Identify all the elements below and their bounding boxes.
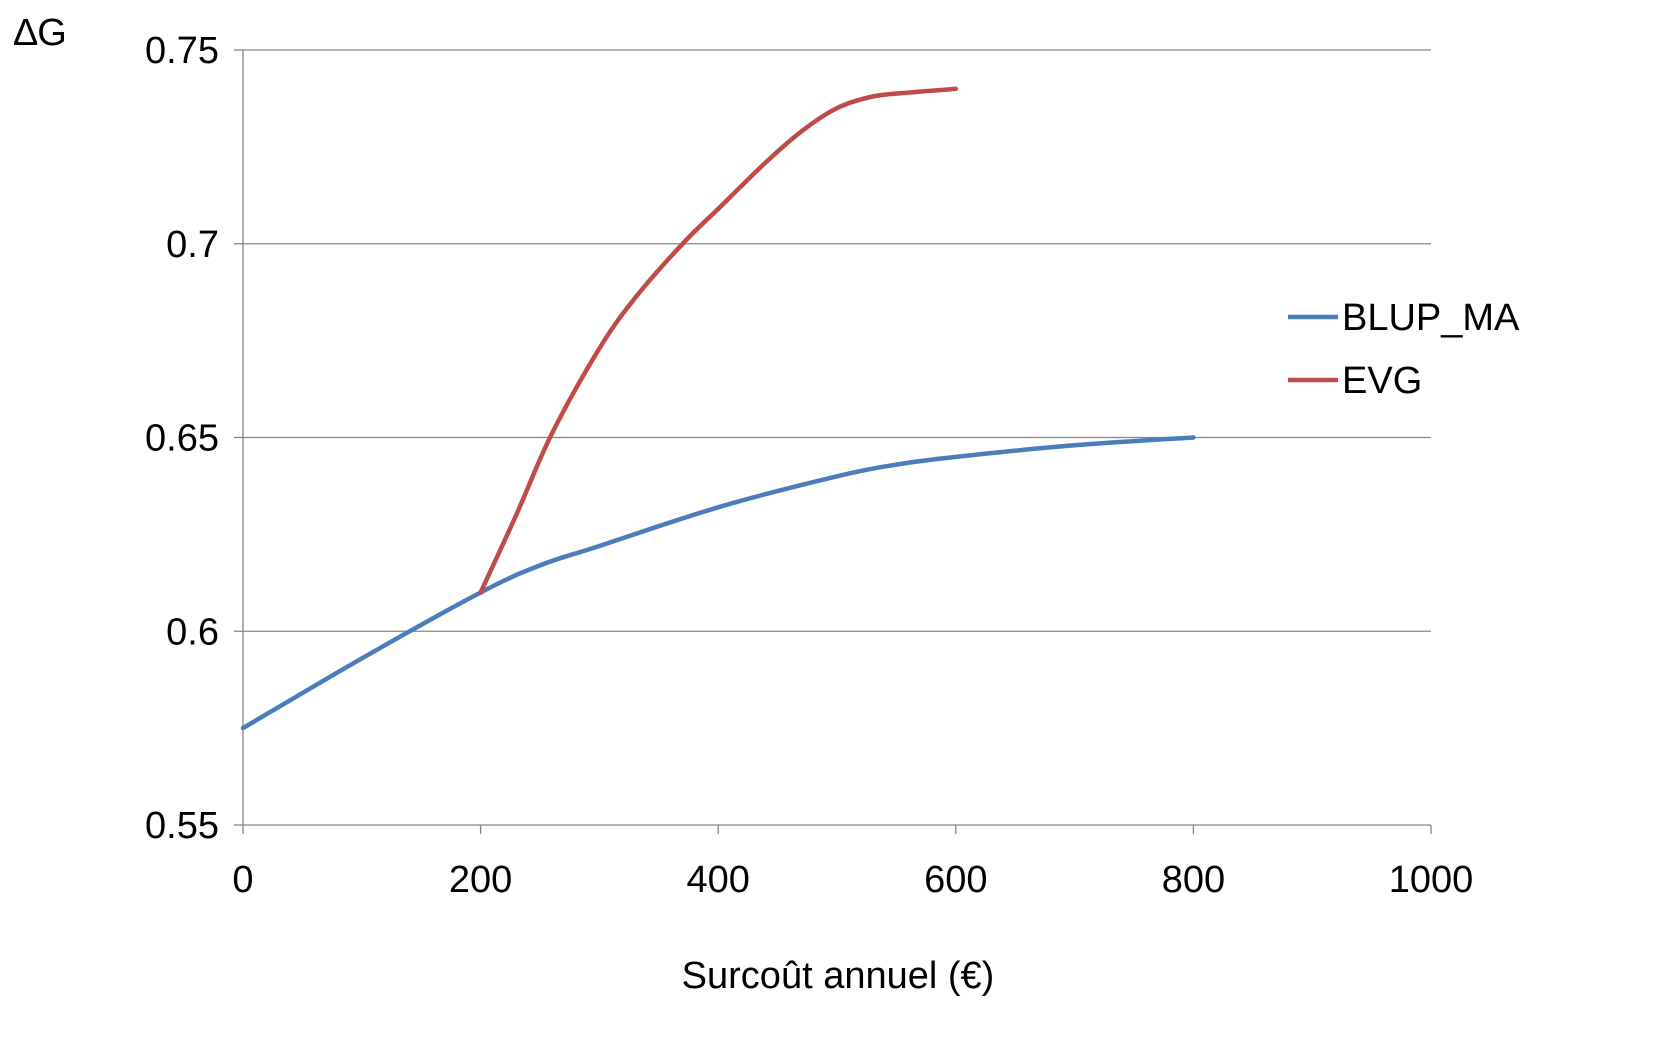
axes	[234, 49, 1432, 834]
x-tick-label: 0	[232, 859, 253, 901]
y-tick-label: 0.75	[145, 30, 219, 72]
legend: BLUP_MA EVG	[1288, 297, 1520, 402]
x-tick-label: 600	[924, 859, 987, 901]
x-tick-label: 400	[686, 859, 749, 901]
x-axis-title: Surcoût annuel (€)	[682, 955, 995, 997]
y-tick-label: 0.6	[166, 611, 219, 653]
x-tick-label: 1000	[1389, 859, 1474, 901]
legend-label-evg: EVG	[1342, 360, 1422, 402]
x-tick-label: 200	[449, 859, 512, 901]
tick-labels: 0.55 0.6 0.65 0.7 0.75 0 200 400 600 800 1000	[145, 30, 1473, 901]
y-axis-title: ∆G	[14, 12, 67, 54]
gridlines	[243, 49, 1431, 632]
x-tick-label: 800	[1162, 859, 1225, 901]
y-tick-label: 0.55	[145, 805, 219, 847]
y-tick-label: 0.65	[145, 418, 219, 460]
series-line-evg	[478, 86, 959, 595]
series-line-blup-ma	[240, 435, 1196, 731]
legend-label-blup-ma: BLUP_MA	[1342, 297, 1520, 339]
y-tick-label: 0.7	[166, 224, 219, 266]
series-lines	[240, 86, 1196, 731]
